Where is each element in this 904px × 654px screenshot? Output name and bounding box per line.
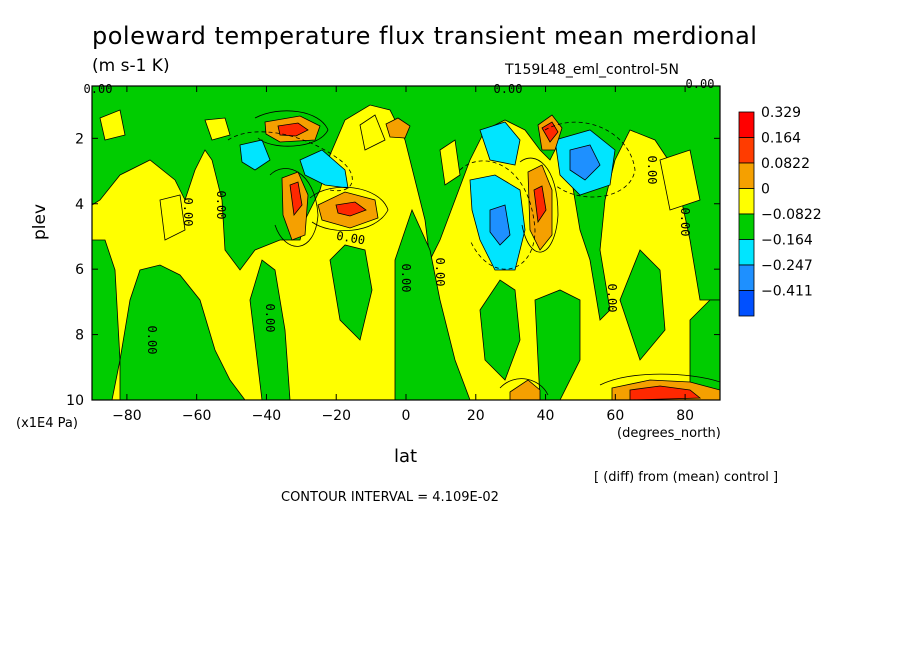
chart-title: poleward temperature flux transient mean… xyxy=(92,22,758,50)
x-tick-label: −60 xyxy=(182,408,212,424)
legend-swatch xyxy=(738,264,755,291)
legend-label: −0.247 xyxy=(761,258,813,274)
contour-interval: CONTOUR INTERVAL = 4.109E-02 xyxy=(281,490,499,505)
legend-swatch xyxy=(738,239,755,266)
contour-label: 0.00 xyxy=(433,258,447,287)
plot-area xyxy=(92,86,720,400)
x-tick-label: 20 xyxy=(467,408,485,424)
y-tick-label: 8 xyxy=(75,328,84,344)
contour-label: 0.00 xyxy=(145,326,159,355)
y-tick-label: 6 xyxy=(75,262,84,278)
y-tick-label: 2 xyxy=(75,131,84,147)
contour-label: 0.00 xyxy=(335,229,366,248)
legend-label: −0.0822 xyxy=(761,207,822,223)
blue-regions xyxy=(489,144,601,246)
contour-label: 0.00 xyxy=(214,191,228,220)
legend-label: 0.164 xyxy=(761,131,801,147)
yellow-islands xyxy=(99,109,701,241)
red-cores xyxy=(277,121,702,400)
contour-label: 0.00 xyxy=(84,82,113,96)
legend-swatch xyxy=(738,137,755,164)
x-axis-units: (degrees_north) xyxy=(617,426,721,441)
x-tick-label: 0 xyxy=(402,408,411,424)
run-label: T159L48_eml_control-5N xyxy=(505,62,679,78)
y-tick-label: 10 xyxy=(66,393,84,409)
chart-units: (m s-1 K) xyxy=(92,56,170,76)
x-tick-label: 40 xyxy=(537,408,555,424)
contour-label: 0.00 xyxy=(686,77,715,91)
x-tick-label: −80 xyxy=(112,408,142,424)
axis-tick-labels: −80 −60 −40 −20 0 20 40 60 80 2 4 6 8 10 xyxy=(66,131,694,424)
axis-ticks xyxy=(92,86,720,401)
legend-swatch xyxy=(738,111,755,138)
legend-swatch xyxy=(738,290,755,317)
legend-swatch xyxy=(738,162,755,189)
legend-swatch xyxy=(738,213,755,240)
y-tick-label: 4 xyxy=(75,197,84,213)
legend-label: −0.164 xyxy=(761,233,813,249)
contour-label: 0.00 xyxy=(181,198,195,227)
x-tick-label: −20 xyxy=(321,408,351,424)
contour-label: 0.00 xyxy=(263,304,277,333)
contour-label: 0.00 xyxy=(494,82,523,96)
x-tick-label: 60 xyxy=(606,408,624,424)
legend-label: 0 xyxy=(761,182,770,198)
legend-label: −0.411 xyxy=(761,284,813,300)
contour-labels: 0.00 0.00 0.00 0.00 0.00 0.00 0.00 0.00 0.00 0.00… xyxy=(84,77,715,354)
contour-label: 0.00 xyxy=(605,284,619,313)
contour-lines xyxy=(227,110,720,396)
legend-swatch xyxy=(738,188,755,215)
legend-label: 0.329 xyxy=(761,105,801,121)
contour-label: 0.00 xyxy=(645,156,659,185)
x-axis-label: lat xyxy=(394,446,418,467)
color-legend: 0.329 0.164 0.0822 0 −0.0822 −0.164 −0.247 −0.4… xyxy=(738,105,822,317)
x-tick-label: −40 xyxy=(252,408,282,424)
y-axis-units: (x1E4 Pa) xyxy=(16,416,78,431)
legend-label: 0.0822 xyxy=(761,156,810,172)
contour-label: 0.00 xyxy=(399,264,413,293)
x-tick-label: 80 xyxy=(676,408,694,424)
diff-note: [ (diff) from (mean) control ] xyxy=(594,470,779,485)
contour-label: 0.00 xyxy=(678,208,692,237)
